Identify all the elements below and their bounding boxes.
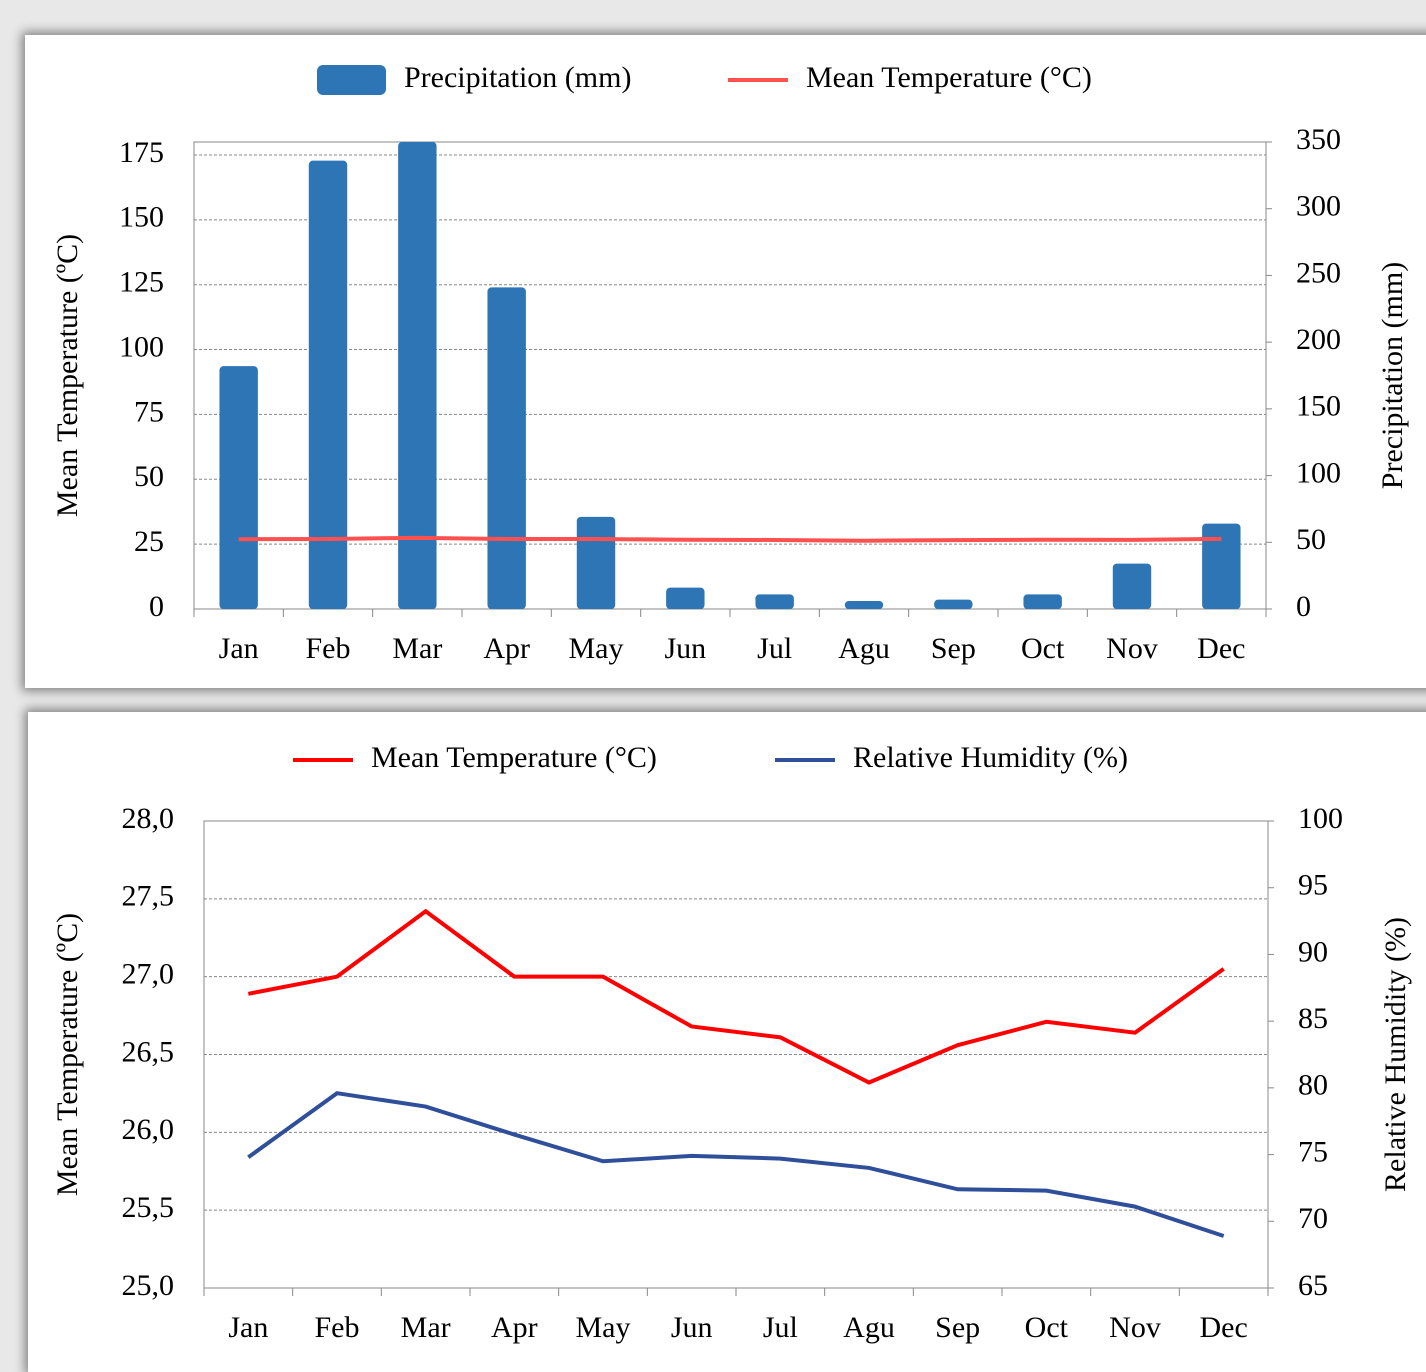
x-tick-label: Dec	[1200, 1311, 1248, 1344]
y-tick-label: 150	[119, 201, 164, 234]
bar	[576, 516, 616, 609]
x-tick-label: May	[576, 1311, 631, 1344]
x-tick-label: Agu	[843, 1311, 895, 1344]
x-tick-label: May	[569, 632, 624, 665]
x-tick-label: Oct	[1025, 1311, 1069, 1344]
line	[247, 1091, 1225, 1238]
y-axis-title: Mean Temperature (ºC)	[51, 234, 84, 517]
y2-tick-label: 80	[1298, 1069, 1328, 1102]
x-tick-label: Mar	[401, 1311, 451, 1344]
legend-swatch	[317, 65, 386, 95]
y2-tick-label: 75	[1298, 1135, 1328, 1168]
y-tick-label: 175	[119, 136, 164, 169]
y-axis-title: Mean Temperature (ºC)	[51, 913, 84, 1196]
y-tick-label: 125	[119, 266, 164, 299]
y2-tick-label: 95	[1298, 869, 1328, 902]
x-tick-label: Feb	[315, 1311, 360, 1344]
bar	[487, 287, 526, 609]
x-tick-label: Jan	[228, 1311, 268, 1344]
x-tick-label: Feb	[306, 632, 351, 665]
panel	[28, 712, 1426, 1372]
x-tick-label: Dec	[1197, 632, 1245, 665]
y2-tick-label: 350	[1296, 123, 1341, 156]
y2-tick-label: 300	[1296, 190, 1341, 223]
x-tick-label: Agu	[838, 632, 890, 665]
y2-tick-label: 90	[1298, 935, 1328, 968]
bar	[755, 594, 794, 609]
y2-tick-label: 250	[1296, 256, 1341, 289]
y-tick-label: 25,5	[122, 1191, 175, 1224]
bar	[844, 600, 884, 609]
x-tick-label: Nov	[1109, 1311, 1161, 1344]
bar	[1023, 594, 1062, 609]
bar	[934, 599, 973, 609]
y2-tick-label: 150	[1296, 390, 1341, 423]
x-tick-label: Jul	[763, 1311, 798, 1344]
bar	[219, 366, 258, 609]
x-tick-label: Nov	[1106, 632, 1158, 665]
x-tick-label: Sep	[935, 1311, 980, 1344]
x-tick-label: Apr	[483, 632, 530, 665]
x-tick-label: Jun	[664, 632, 706, 665]
y2-axis-title: Relative Humidity (%)	[1379, 917, 1412, 1192]
y2-tick-label: 85	[1298, 1002, 1328, 1035]
x-tick-label: Sep	[931, 632, 976, 665]
x-tick-label: Jan	[219, 632, 259, 665]
x-tick-label: Mar	[392, 632, 442, 665]
y-tick-label: 26,5	[122, 1035, 175, 1068]
line	[247, 908, 1225, 1085]
x-tick-label: Jul	[757, 632, 792, 665]
bar	[398, 142, 437, 609]
y2-tick-label: 50	[1296, 523, 1326, 556]
y2-tick-label: 65	[1298, 1269, 1328, 1302]
y2-tick-label: 70	[1298, 1202, 1328, 1235]
y-tick-label: 100	[119, 330, 164, 363]
bar	[1202, 523, 1241, 609]
bar	[308, 160, 348, 609]
y2-tick-label: 0	[1296, 590, 1311, 623]
x-tick-label: Oct	[1021, 632, 1065, 665]
y-tick-label: 25,0	[122, 1269, 175, 1302]
y-tick-label: 27,5	[122, 880, 175, 913]
y-tick-label: 25	[134, 525, 164, 558]
y2-tick-label: 100	[1296, 456, 1341, 489]
y-tick-label: 27,0	[122, 958, 175, 991]
x-tick-label: Jun	[671, 1311, 713, 1344]
x-tick-label: Apr	[491, 1311, 538, 1344]
y2-tick-label: 100	[1298, 802, 1343, 835]
line	[238, 535, 1222, 543]
legend-label: Relative Humidity (%)	[853, 741, 1128, 774]
legend-label: Mean Temperature (°C)	[371, 741, 657, 774]
y-tick-label: 75	[134, 395, 164, 428]
y-tick-label: 26,0	[122, 1113, 175, 1146]
legend-label: Precipitation (mm)	[404, 61, 631, 94]
y2-tick-label: 200	[1296, 323, 1341, 356]
y-tick-label: 28,0	[122, 802, 175, 835]
panel	[25, 35, 1426, 688]
y2-axis-title: Precipitation (mm)	[1376, 262, 1409, 489]
legend-label: Mean Temperature (°C)	[806, 61, 1092, 94]
bar	[1112, 563, 1152, 609]
y-tick-label: 50	[134, 460, 164, 493]
y-tick-label: 0	[149, 590, 164, 623]
bar	[666, 587, 705, 609]
